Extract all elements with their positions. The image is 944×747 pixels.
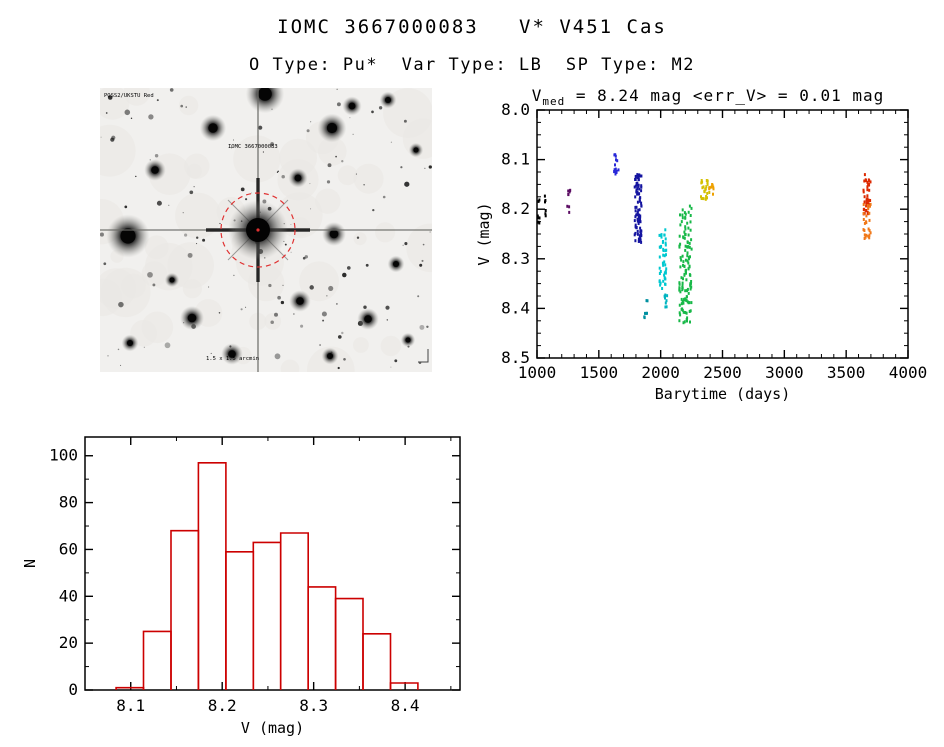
lightcurve-ylabel: V (mag)	[475, 202, 493, 265]
svg-text:80: 80	[59, 493, 78, 512]
finder-chart-image: POSS2/UKSTU Red IOMC 3667000083 1.5 x 1.5 …	[100, 88, 432, 372]
svg-text:8.4: 8.4	[501, 298, 530, 317]
lightcurve-plot: 1000 1500 2000 2500 3000 3500 4000 8.0 8.1 8.2 8.3…	[475, 100, 927, 403]
page-title: IOMC 3667000083 V* V451 Cas	[277, 16, 667, 38]
finder-field-stars	[100, 88, 432, 370]
svg-text:3000: 3000	[765, 363, 804, 382]
histogram-xlabel: V (mag)	[241, 719, 304, 737]
lightcurve-title-sub: med	[542, 95, 566, 109]
histogram-plot: 8.1 8.2 8.3 8.4 0 20 40 60 80 100 V (mag) N	[21, 436, 461, 737]
svg-text:3500: 3500	[827, 363, 866, 382]
svg-text:8.0: 8.0	[501, 100, 530, 119]
svg-text:8.3: 8.3	[501, 249, 530, 268]
lightcurve-title-rest: = 8.24 mag <err_V> = 0.01 mag	[565, 86, 885, 105]
svg-text:8.2: 8.2	[208, 696, 237, 715]
svg-text:2000: 2000	[641, 363, 680, 382]
lightcurve-title-var: V	[531, 86, 543, 105]
svg-text:60: 60	[59, 539, 78, 558]
lightcurve-xlabel: Barytime (days)	[655, 385, 790, 403]
lightcurve-points	[536, 153, 872, 325]
lightcurve-axes: 1000 1500 2000 2500 3000 3500 4000 8.0 8.1 8.2 8.3…	[475, 100, 927, 403]
svg-text:1.5 x 1.5 arcmin: 1.5 x 1.5 arcmin	[206, 356, 259, 362]
svg-text:8.2: 8.2	[501, 199, 530, 218]
svg-text:0: 0	[68, 680, 78, 699]
finder-target-marker: POSS2/UKSTU Red IOMC 3667000083 1.5 x 1.5 …	[104, 93, 429, 363]
svg-text:2500: 2500	[703, 363, 742, 382]
svg-text:IOMC 3667000083: IOMC 3667000083	[228, 144, 278, 150]
svg-text:8.1: 8.1	[116, 696, 145, 715]
svg-text:8.1: 8.1	[501, 150, 530, 169]
lightcurve-title: Vmed = 8.24 mag <err_V> = 0.01 mag	[478, 86, 938, 108]
histogram-ylabel: N	[21, 559, 39, 568]
svg-text:40: 40	[59, 586, 78, 605]
svg-text:100: 100	[49, 446, 78, 465]
svg-text:4000: 4000	[889, 363, 928, 382]
svg-text:8.3: 8.3	[299, 696, 328, 715]
svg-text:POSS2/UKSTU Red: POSS2/UKSTU Red	[104, 93, 154, 99]
page-subtitle: O Type: Pu* Var Type: LB SP Type: M2	[249, 55, 695, 75]
histogram-bars	[115, 462, 419, 690]
svg-text:1000: 1000	[518, 363, 557, 382]
svg-text:1500: 1500	[580, 363, 619, 382]
svg-text:20: 20	[59, 633, 78, 652]
svg-text:8.4: 8.4	[391, 696, 420, 715]
svg-text:8.5: 8.5	[501, 348, 530, 367]
histogram-axes: 8.1 8.2 8.3 8.4 0 20 40 60 80 100 V (mag) N	[21, 436, 461, 737]
